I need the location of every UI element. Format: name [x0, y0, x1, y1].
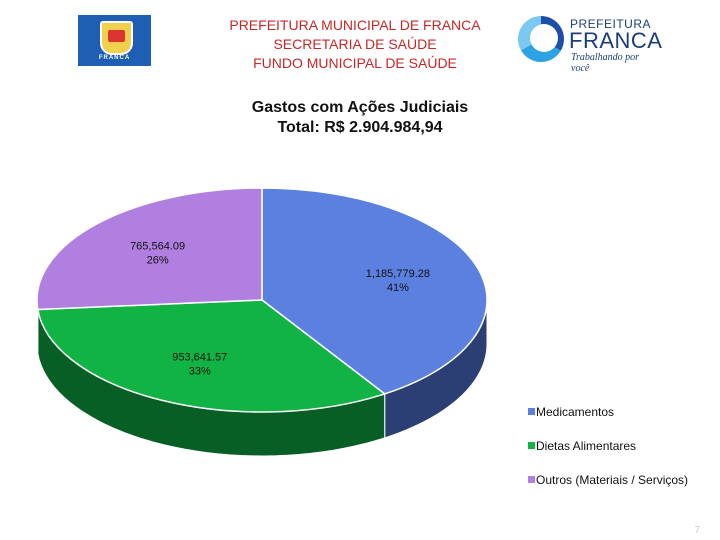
coat-of-arms-icon: [100, 21, 133, 55]
header-line-1: PREFEITURA MUNICIPAL DE FRANCA: [229, 17, 481, 33]
legend-swatch-medicamentos: [528, 408, 535, 415]
label-outros: 765,564.09 26%: [130, 240, 185, 266]
page-number: 7: [694, 525, 700, 536]
prefeitura-logo: PREFEITURA FRANCA Trabalhando por você: [518, 14, 662, 74]
chart-title-block: Gastos com Ações Judiciais Total: R$ 2.9…: [200, 98, 520, 138]
swirl-logo-icon: [518, 16, 564, 62]
legend-item-medicamentos: Medicamentos: [528, 404, 713, 420]
prefeitura-logo-tagline: Trabalhando por você: [571, 52, 640, 74]
header-line-2: SECRETARIA DE SAÚDE: [273, 36, 437, 52]
header-line-3: FUNDO MUNICIPAL DE SAÚDE: [253, 55, 457, 71]
legend-swatch-outros: [528, 476, 535, 483]
legend-swatch-dietas: [528, 442, 535, 449]
legend-item-outros: Outros (Materiais / Serviços): [528, 472, 713, 488]
header-title: PREFEITURA MUNICIPAL DE FRANCA SECRETARI…: [215, 16, 495, 73]
label-dietas: 953,641.57 33%: [172, 351, 227, 377]
pie-data-labels: 1,185,779.28 41% 953,641.57 33% 765,564.09 26…: [130, 240, 430, 377]
city-crest-logo: FRANCA: [78, 15, 151, 66]
prefeitura-logo-line1: PREFEITURA: [570, 17, 652, 31]
legend-label-outros: Outros (Materiais / Serviços): [536, 473, 689, 487]
legend-label-medicamentos: Medicamentos: [536, 405, 615, 419]
prefeitura-logo-line2: FRANCA: [569, 28, 663, 53]
slice-outros: [36, 187, 263, 311]
city-crest-caption: FRANCA: [98, 55, 131, 61]
slice-dietas: [36, 299, 387, 413]
legend-label-dietas: Dietas Alimentares: [536, 439, 637, 453]
label-medicamentos: 1,185,779.28 41%: [366, 268, 430, 294]
legend-item-dietas: Dietas Alimentares: [528, 438, 713, 454]
chart-title: Gastos com Ações Judiciais: [251, 99, 469, 116]
pie-tops: [36, 187, 488, 413]
chart-subtitle: Total: R$ 2.904.984,94: [277, 119, 443, 136]
